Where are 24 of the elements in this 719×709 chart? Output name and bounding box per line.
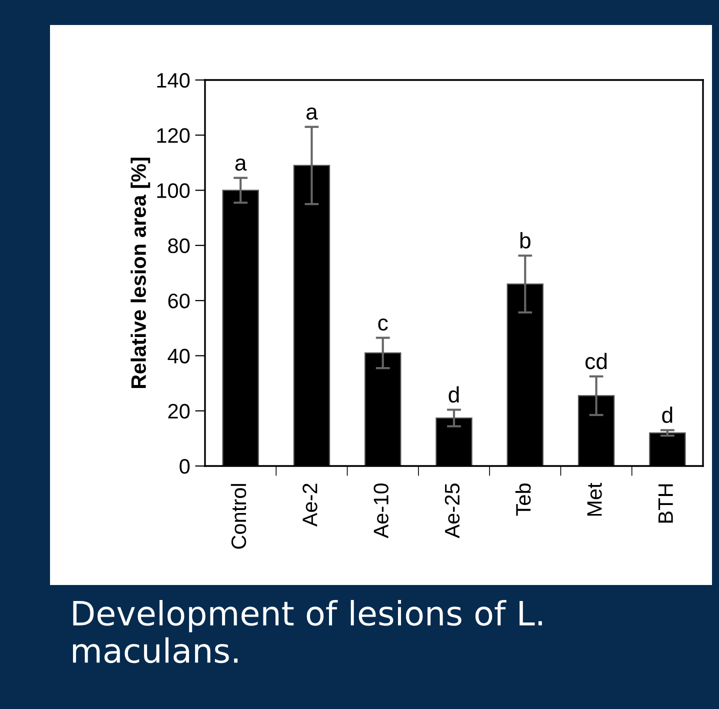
y-axis-title: Relative lesion area [%] <box>130 158 150 388</box>
annotation: cd <box>585 352 607 370</box>
y-tick-label: 140 <box>157 73 190 88</box>
y-tick-label: 40 <box>168 348 190 364</box>
annotation: a <box>306 108 318 120</box>
annotation: a <box>235 158 247 171</box>
x-tick-label: Teb <box>515 484 531 516</box>
y-tick-label: 100 <box>157 183 190 198</box>
x-tick-label: Ae-2 <box>302 484 318 527</box>
annotation: d <box>448 386 459 403</box>
y-tick-label: 120 <box>157 128 190 143</box>
text: Development of lesions of L. maculans. <box>73 600 542 664</box>
x-tick-label: BTH <box>658 484 673 523</box>
annotation: c <box>378 318 388 331</box>
y-tick-label: 60 <box>168 294 190 308</box>
annotation: d <box>662 406 672 423</box>
annotation: b <box>520 232 530 248</box>
x-tick-label: Ae-10 <box>374 483 388 538</box>
y-tick-label: 0 <box>180 459 190 474</box>
x-tick-label: Control <box>230 484 246 549</box>
y-tick-label: 80 <box>168 238 190 254</box>
y-tick-label: 20 <box>168 404 190 419</box>
x-tick-label: Met <box>587 482 602 516</box>
x-tick-label: Ae-25 <box>444 484 460 538</box>
